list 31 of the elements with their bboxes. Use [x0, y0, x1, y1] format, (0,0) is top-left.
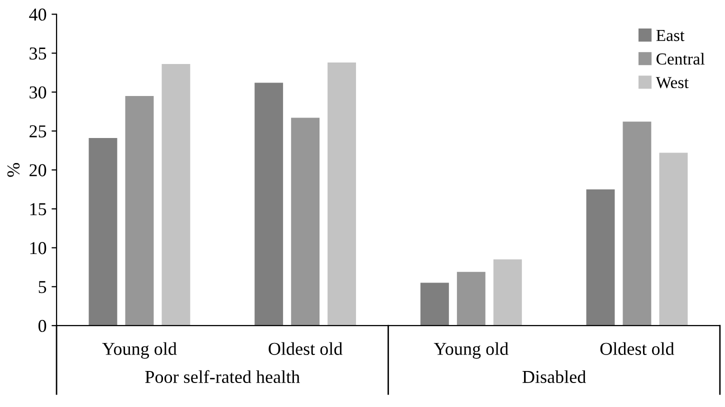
x-tick-label: Young old — [434, 342, 508, 359]
y-tick-label: 5 — [38, 281, 46, 294]
y-tick-label: 35 — [30, 47, 46, 60]
x-tick-label: Oldest old — [268, 342, 342, 355]
y-tick-label: 40 — [29, 8, 46, 21]
y-tick-label: 30 — [30, 86, 46, 99]
legend-label: East — [656, 30, 684, 42]
bar — [420, 282, 449, 326]
y-tick-label: 0 — [38, 320, 46, 332]
y-tick-label: 10 — [30, 242, 46, 254]
text: Disabled — [522, 370, 586, 384]
y-tick-label: 20 — [30, 164, 46, 176]
x-tick-label: Young old — [102, 342, 177, 359]
bar — [162, 64, 190, 326]
x-tick-label: Oldest old — [600, 342, 674, 355]
y-tick-label: 15 — [30, 203, 46, 216]
bar — [622, 122, 652, 326]
bar — [456, 272, 486, 326]
bar — [291, 118, 320, 326]
legend-label: Central — [656, 52, 705, 65]
bar — [659, 152, 688, 326]
y-axis-title: % — [7, 163, 20, 177]
y-tick-label: 25 — [30, 125, 46, 138]
bar — [125, 96, 154, 326]
text: Poor self-rated health — [145, 370, 300, 384]
legend-label: West — [656, 77, 689, 88]
bar — [493, 259, 522, 326]
bar — [586, 189, 615, 326]
bar — [88, 138, 118, 326]
bar — [254, 82, 284, 326]
bar — [328, 62, 356, 326]
